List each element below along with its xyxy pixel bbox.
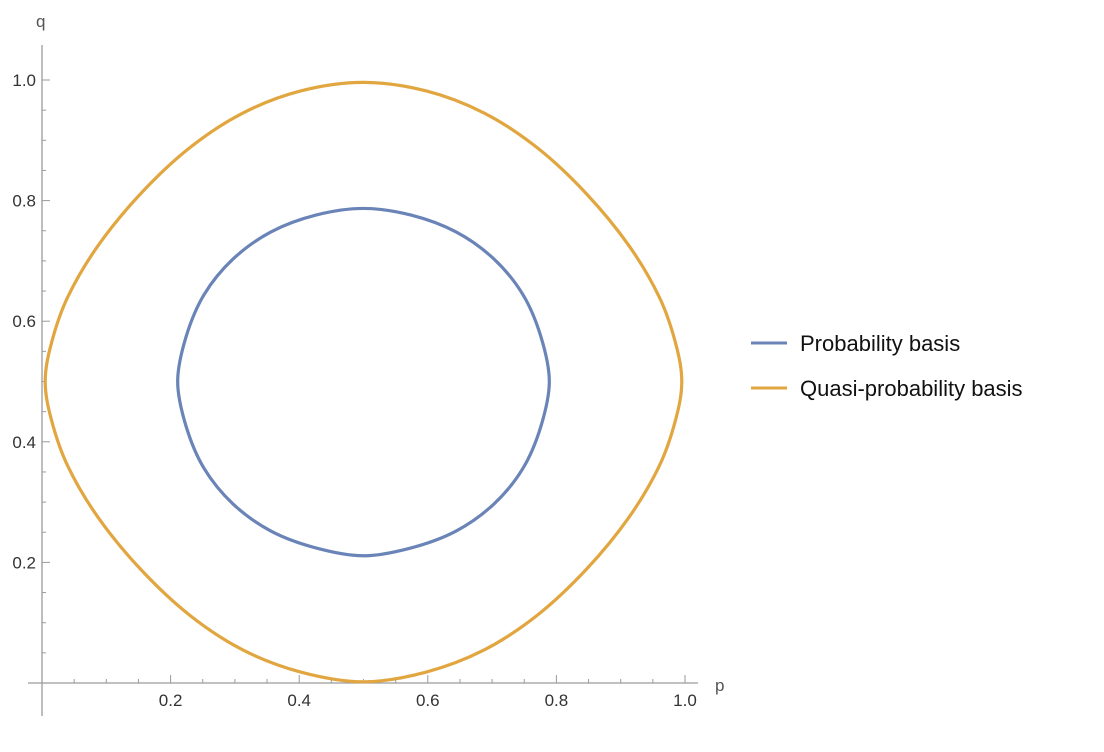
y-tick-label: 0.4 [12, 433, 36, 452]
axes [28, 45, 698, 716]
ticks [42, 79, 686, 683]
y-tick-label: 0.8 [12, 192, 36, 211]
x-axis-label: p [715, 676, 724, 695]
x-tick-label: 1.0 [673, 691, 697, 710]
y-axis-label: q [36, 12, 45, 31]
y-tick-label: 0.2 [12, 553, 36, 572]
tick-labels: 0.2 0.4 0.6 0.8 1.0 0.2 0.4 0.6 0.8 1.0 [12, 71, 696, 710]
probability-basis-curve [176, 206, 551, 558]
x-tick-label: 0.8 [545, 691, 569, 710]
x-tick-label: 0.4 [287, 691, 311, 710]
curves [43, 80, 684, 684]
y-tick-label: 1.0 [12, 71, 36, 90]
x-tick-label: 0.2 [159, 691, 183, 710]
legend-label-quasi-probability-basis: Quasi-probability basis [800, 376, 1023, 401]
quasi-probability-basis-curve [43, 80, 684, 684]
x-tick-label: 0.6 [416, 691, 440, 710]
legend-label-probability-basis: Probability basis [800, 331, 960, 356]
y-tick-label: 0.6 [12, 312, 36, 331]
legend: Probability basis Quasi-probability basi… [751, 331, 1023, 401]
